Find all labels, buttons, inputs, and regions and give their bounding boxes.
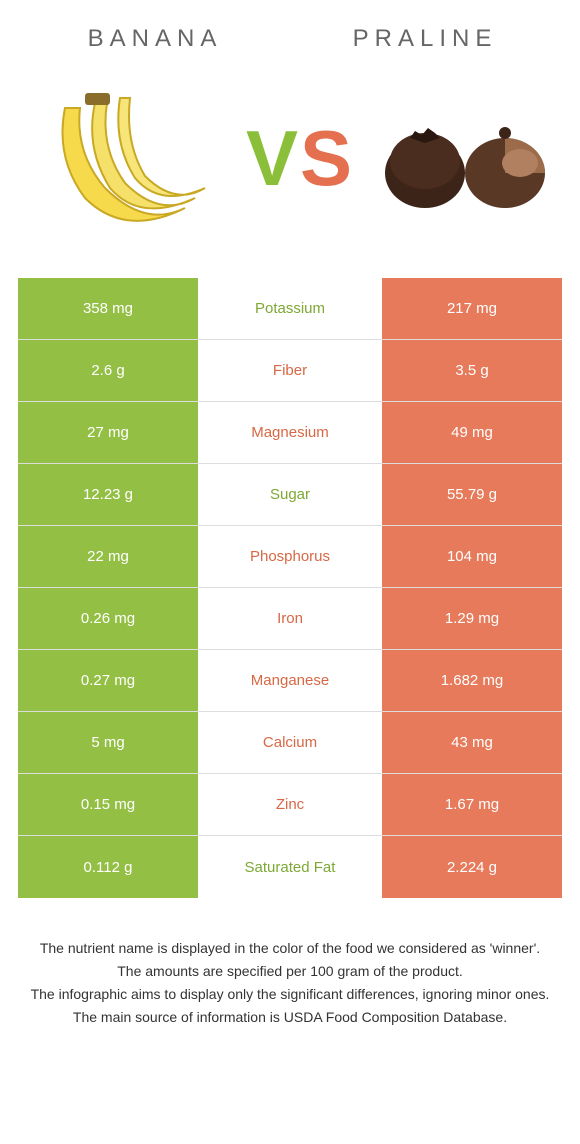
table-row: 0.27 mgManganese1.682 mg — [18, 650, 562, 712]
right-food-title: PRALINE — [290, 25, 560, 53]
header: BANANA PRALINE — [0, 0, 580, 63]
table-row: 22 mgPhosphorus104 mg — [18, 526, 562, 588]
banana-icon — [25, 78, 225, 238]
table-row: 0.112 gSaturated Fat2.224 g — [18, 836, 562, 898]
footer-line: The infographic aims to display only the… — [30, 984, 550, 1005]
comparison-table: 358 mgPotassium217 mg2.6 gFiber3.5 g27 m… — [0, 278, 580, 898]
left-value: 0.15 mg — [18, 774, 198, 835]
table-row: 358 mgPotassium217 mg — [18, 278, 562, 340]
left-value: 2.6 g — [18, 340, 198, 401]
vs-s: S — [300, 114, 354, 202]
nutrient-label: Phosphorus — [198, 526, 382, 587]
table-row: 0.26 mgIron1.29 mg — [18, 588, 562, 650]
nutrient-label: Sugar — [198, 464, 382, 525]
right-value: 1.682 mg — [382, 650, 562, 711]
praline-icon — [375, 103, 555, 213]
nutrient-label: Calcium — [198, 712, 382, 773]
nutrient-label: Potassium — [198, 278, 382, 339]
nutrient-label: Iron — [198, 588, 382, 649]
right-value: 1.29 mg — [382, 588, 562, 649]
nutrient-label: Fiber — [198, 340, 382, 401]
left-value: 27 mg — [18, 402, 198, 463]
right-value: 43 mg — [382, 712, 562, 773]
nutrient-label: Magnesium — [198, 402, 382, 463]
table-row: 5 mgCalcium43 mg — [18, 712, 562, 774]
vs-label: VS — [246, 113, 354, 204]
footer-line: The nutrient name is displayed in the co… — [30, 938, 550, 959]
table-row: 0.15 mgZinc1.67 mg — [18, 774, 562, 836]
vs-v: V — [246, 114, 300, 202]
table-row: 12.23 gSugar55.79 g — [18, 464, 562, 526]
nutrient-label: Manganese — [198, 650, 382, 711]
right-value: 217 mg — [382, 278, 562, 339]
footer-line: The amounts are specified per 100 gram o… — [30, 961, 550, 982]
hero: VS — [0, 63, 580, 278]
left-value: 5 mg — [18, 712, 198, 773]
left-value: 0.112 g — [18, 836, 198, 898]
right-value: 104 mg — [382, 526, 562, 587]
left-value: 12.23 g — [18, 464, 198, 525]
left-value: 0.27 mg — [18, 650, 198, 711]
nutrient-label: Zinc — [198, 774, 382, 835]
table-row: 2.6 gFiber3.5 g — [18, 340, 562, 402]
right-value: 55.79 g — [382, 464, 562, 525]
right-value: 2.224 g — [382, 836, 562, 898]
footer-notes: The nutrient name is displayed in the co… — [0, 898, 580, 1050]
right-value: 49 mg — [382, 402, 562, 463]
table-row: 27 mgMagnesium49 mg — [18, 402, 562, 464]
right-value: 3.5 g — [382, 340, 562, 401]
right-value: 1.67 mg — [382, 774, 562, 835]
left-value: 22 mg — [18, 526, 198, 587]
nutrient-label: Saturated Fat — [198, 836, 382, 898]
left-value: 358 mg — [18, 278, 198, 339]
footer-line: The main source of information is USDA F… — [30, 1007, 550, 1028]
left-food-title: BANANA — [20, 25, 290, 53]
left-value: 0.26 mg — [18, 588, 198, 649]
